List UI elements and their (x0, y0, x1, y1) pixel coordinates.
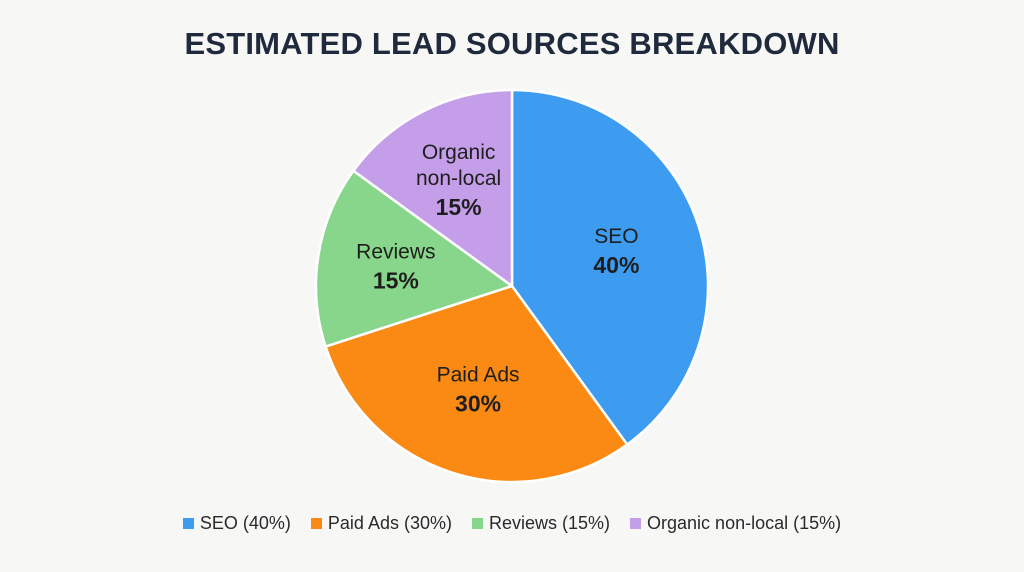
slice-percent-organic-non-local: 15% (436, 194, 482, 220)
legend-label-paid-ads: Paid Ads (30%) (327, 513, 452, 533)
slice-label-organic-non-local: Organic (422, 141, 496, 164)
legend-item-reviews: Reviews (15%) (471, 513, 611, 534)
legend-swatch-reviews (471, 518, 483, 529)
legend-label-reviews: Reviews (15%) (488, 513, 611, 533)
slice-label-paid-ads: Paid Ads (437, 363, 520, 386)
legend-label-organic-non-local: Organic non-local (15%) (647, 513, 842, 533)
legend-item-organic-non-local: Organic non-local (15%) (630, 513, 841, 534)
slice-label-reviews: Reviews (356, 241, 435, 264)
legend-item-seo: SEO (40%) (182, 513, 291, 534)
chart-legend: SEO (40%) Paid Ads (30%) Reviews (15%) Orga… (0, 513, 1024, 534)
pie-slice-paid-ads (324, 284, 629, 484)
slice-percent-seo: 40% (593, 252, 639, 278)
legend-swatch-paid-ads (310, 518, 322, 529)
pie-slice-seo (510, 88, 710, 446)
pie-slice-organic-non-local (352, 88, 514, 288)
legend-item-paid-ads: Paid Ads (30%) (310, 513, 452, 534)
legend-label-seo: SEO (40%) (199, 513, 291, 533)
slice-percent-paid-ads: 30% (455, 390, 501, 416)
slice-label-seo: SEO (594, 225, 638, 248)
pie-slice-reviews (314, 169, 514, 348)
legend-swatch-seo (182, 518, 194, 529)
slice-label-organic-non-local: non-local (416, 167, 501, 190)
pie-slices (314, 88, 710, 484)
chart-title: ESTIMATED LEAD SOURCES BREAKDOWN (184, 26, 840, 61)
slice-percent-reviews: 15% (373, 268, 419, 294)
legend-swatch-organic-non-local (630, 518, 642, 529)
